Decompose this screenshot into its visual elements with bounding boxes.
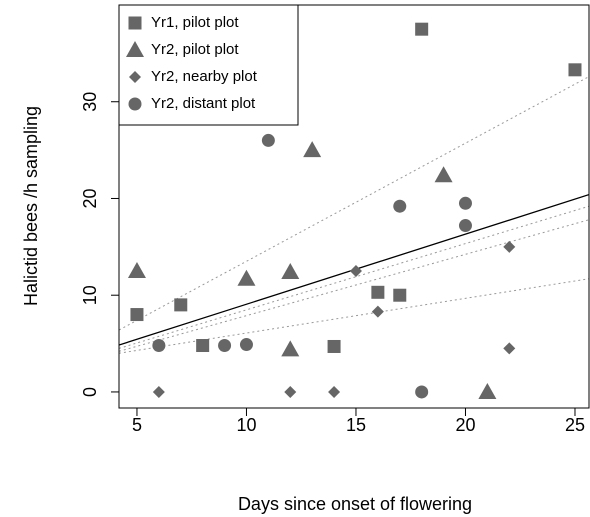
point [281,262,300,279]
point [458,196,472,210]
point [371,285,385,299]
point [458,219,472,233]
x-tick-label: 10 [236,415,256,435]
point [568,63,582,77]
point [478,382,497,399]
point [237,269,256,286]
point [434,166,453,183]
x-tick-label: 15 [346,415,366,435]
legend-label: Yr1, pilot plot [151,14,239,31]
point [281,340,300,357]
point [127,262,146,279]
point [393,199,407,213]
point [371,305,384,318]
point [503,342,516,355]
point [503,240,516,253]
legend-label: Yr2, distant plot [151,95,256,112]
point [128,97,142,111]
x-tick-label: 25 [565,415,585,435]
point [284,385,297,398]
point [261,133,275,147]
point [130,308,144,322]
point [415,385,429,399]
point [126,41,144,57]
point [349,265,362,278]
point [328,385,341,398]
point [218,339,232,353]
fit-line [119,278,589,354]
legend-label: Yr2, pilot plot [151,41,239,58]
point [415,22,429,36]
x-axis-label: Days since onset of flowering [238,494,472,514]
legend-label: Yr2, nearby plot [151,68,258,85]
fit-line [119,205,589,349]
point [129,71,141,83]
y-tick-label: 30 [80,92,100,112]
point [239,338,253,352]
x-tick-label: 5 [132,415,142,435]
y-tick-label: 0 [80,387,100,397]
x-tick-label: 20 [455,415,475,435]
y-tick-label: 20 [80,188,100,208]
point [303,141,322,158]
fit-line [119,76,589,331]
point [327,339,341,353]
point [174,298,188,312]
fit-line [119,219,589,352]
point [196,339,210,353]
legend-box [118,4,299,126]
point [393,288,407,302]
y-axis-label: Halictid bees /h sampling [21,106,41,306]
point [128,16,142,30]
point [152,339,166,353]
point [152,385,165,398]
plot-frame [118,4,590,409]
y-tick-label: 10 [80,285,100,305]
